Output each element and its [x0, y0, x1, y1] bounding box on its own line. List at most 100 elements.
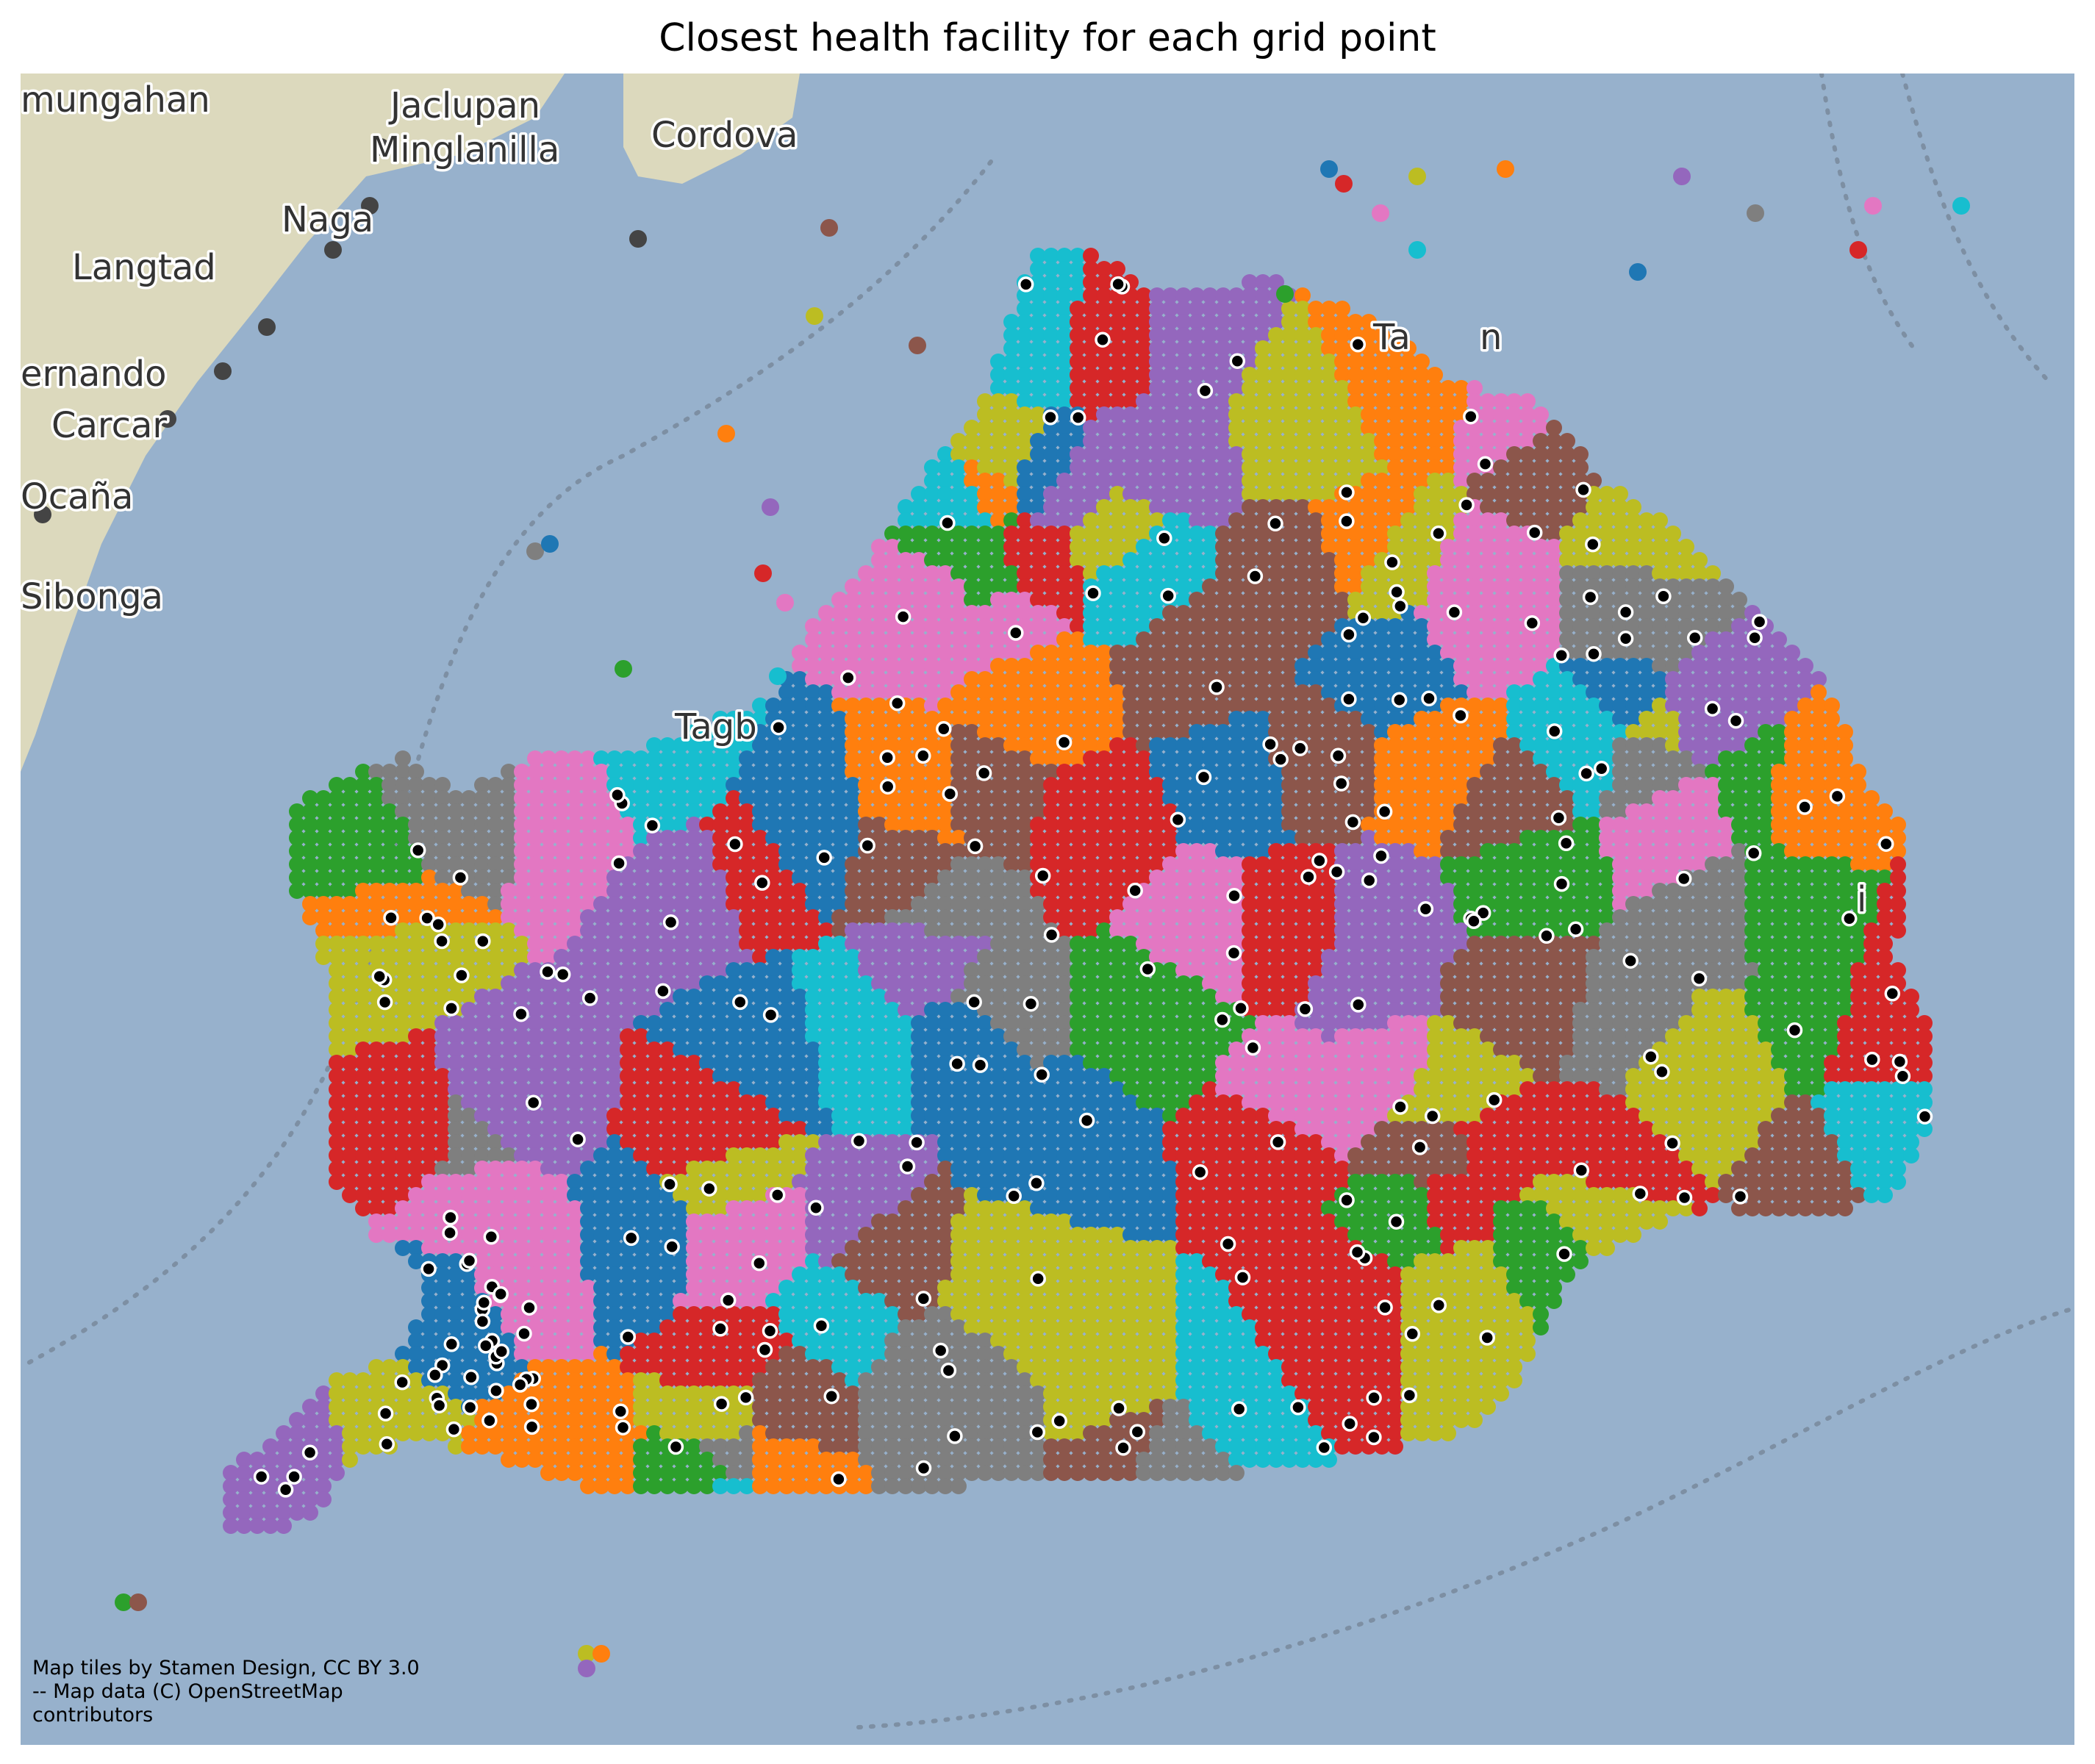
- grid-point: [871, 578, 887, 595]
- grid-point: [1559, 605, 1575, 621]
- grid-point: [1321, 618, 1337, 634]
- grid-point: [805, 750, 821, 767]
- grid-point: [1625, 684, 1641, 700]
- grid-point: [1122, 327, 1139, 343]
- grid-point: [1705, 658, 1721, 674]
- grid-point: [1149, 459, 1165, 476]
- grid-point: [1440, 380, 1456, 396]
- grid-point: [1202, 499, 1218, 515]
- grid-point: [1149, 380, 1165, 396]
- grid-point: [845, 684, 861, 700]
- grid-point: [911, 565, 927, 581]
- grid-point: [1493, 539, 1509, 555]
- grid-point: [1546, 671, 1562, 687]
- grid-point: [1665, 764, 1681, 780]
- grid-point: [1506, 592, 1522, 608]
- grid-point: [1202, 420, 1218, 436]
- grid-point: [368, 764, 384, 780]
- grid-point: [1294, 446, 1311, 462]
- grid-point: [1678, 605, 1694, 621]
- grid-point: [1387, 446, 1403, 462]
- grid-point: [1202, 750, 1218, 767]
- grid-point: [1480, 552, 1496, 568]
- grid-point: [1414, 393, 1430, 409]
- grid-point: [1387, 459, 1403, 476]
- grid-point: [1228, 764, 1245, 780]
- grid-point: [1268, 459, 1284, 476]
- grid-point: [990, 724, 1006, 740]
- grid-point: [1559, 618, 1575, 634]
- grid-point: [1242, 698, 1258, 714]
- grid-point: [950, 578, 967, 595]
- grid-point: [1175, 618, 1192, 634]
- grid-point: [1122, 446, 1139, 462]
- map-frame[interactable]: mungahan Jaclupan Minglanilla Cordova Na…: [21, 74, 2074, 1745]
- grid-point: [1268, 393, 1284, 409]
- grid-point: [1056, 433, 1072, 449]
- grid-point: [1096, 393, 1112, 409]
- grid-point: [1083, 512, 1099, 528]
- grid-point: [1228, 314, 1245, 330]
- grid-point: [1625, 512, 1641, 528]
- grid-point: [1559, 565, 1575, 581]
- grid-point: [1228, 592, 1245, 608]
- grid-point: [1308, 671, 1324, 687]
- grid-point: [1440, 539, 1456, 555]
- grid-point: [898, 671, 914, 687]
- grid-point: [1414, 380, 1430, 396]
- grid-point: [1361, 764, 1377, 780]
- grid-point: [1665, 552, 1681, 568]
- grid-point: [845, 764, 861, 780]
- grid-point: [1162, 658, 1178, 674]
- grid-point: [1268, 684, 1284, 700]
- grid-point: [1612, 724, 1628, 740]
- grid-point: [1281, 724, 1297, 740]
- grid-point: [673, 750, 689, 767]
- grid-point: [1533, 631, 1549, 648]
- grid-point: [1281, 327, 1297, 343]
- grid-point: [990, 631, 1006, 648]
- grid-point: [1440, 406, 1456, 423]
- map-canvas[interactable]: mungahan Jaclupan Minglanilla Cordova Na…: [21, 74, 2074, 1745]
- grid-point: [1149, 433, 1165, 449]
- grid-point: [1281, 658, 1297, 674]
- grid-point: [1202, 526, 1218, 542]
- grid-point: [831, 698, 848, 714]
- grid-point: [1083, 340, 1099, 356]
- grid-point: [1506, 645, 1522, 661]
- grid-point: [1466, 750, 1483, 767]
- grid-point: [1387, 618, 1403, 634]
- grid-point: [1056, 631, 1072, 648]
- grid-point: [673, 764, 689, 780]
- grid-point: [1017, 724, 1033, 740]
- grid-point: [858, 631, 874, 648]
- grid-point: [1268, 446, 1284, 462]
- grid-point: [1017, 420, 1033, 436]
- grid-point: [368, 777, 384, 793]
- grid-point: [1096, 631, 1112, 648]
- grid-point: [1625, 552, 1641, 568]
- grid-point: [1811, 737, 1827, 753]
- grid-point: [1612, 565, 1628, 581]
- grid-point: [712, 711, 728, 727]
- grid-point: [950, 671, 967, 687]
- grid-point: [871, 658, 887, 674]
- grid-point: [1189, 592, 1205, 608]
- grid-point: [1003, 420, 1020, 436]
- grid-point: [1189, 499, 1205, 515]
- grid-point: [1480, 393, 1496, 409]
- grid-point: [1678, 737, 1694, 753]
- grid-point: [990, 552, 1006, 568]
- grid-point: [1599, 512, 1615, 528]
- grid-point: [1334, 658, 1350, 674]
- grid-point: [1242, 539, 1258, 555]
- grid-point: [1361, 406, 1377, 423]
- grid-point: [1744, 724, 1761, 740]
- grid-point: [1334, 724, 1350, 740]
- grid-point: [1586, 499, 1602, 515]
- grid-point: [765, 764, 781, 780]
- grid-point: [1506, 618, 1522, 634]
- grid-point: [1136, 777, 1152, 793]
- grid-point: [778, 750, 795, 767]
- grid-point: [1255, 327, 1271, 343]
